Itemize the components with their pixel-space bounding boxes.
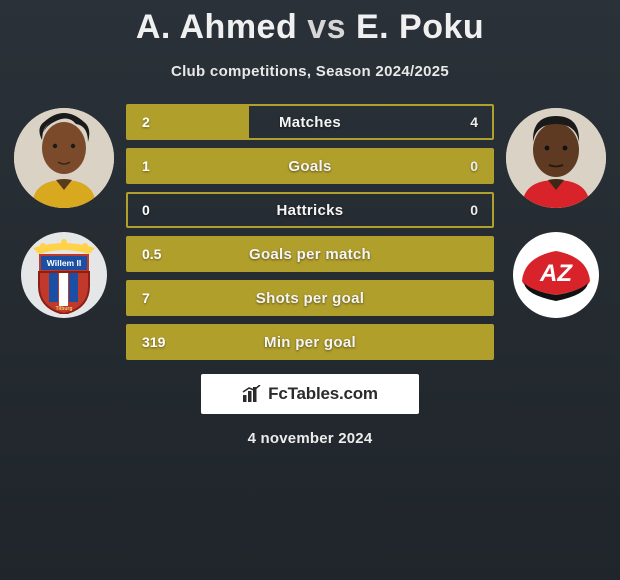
- metric-value-left: 0.5: [142, 246, 176, 262]
- metric-value-left: 0: [142, 202, 176, 218]
- page-title: A. Ahmed vs E. Poku: [0, 0, 620, 47]
- metric-row: 2 Matches 4: [126, 104, 494, 140]
- left-side-column: Willem II Tilburg: [8, 104, 120, 318]
- player-right-avatar: [506, 108, 606, 208]
- branding-badge[interactable]: FcTables.com: [201, 374, 419, 414]
- metric-label: Matches: [279, 114, 341, 131]
- metric-value-left: 1: [142, 158, 176, 174]
- face-shape: [533, 123, 579, 177]
- az-text: AZ: [539, 260, 573, 287]
- metric-value-left: 319: [142, 334, 176, 350]
- metric-label: Hattricks: [277, 202, 344, 219]
- crown-ball-3: [82, 243, 88, 249]
- crown-ball-2: [61, 239, 67, 245]
- crest-club-name: Willem II: [47, 258, 81, 268]
- metric-label: Goals: [288, 158, 331, 175]
- player-left-name: A. Ahmed: [136, 8, 297, 46]
- eye-left: [53, 144, 57, 148]
- crown-ball-1: [40, 243, 46, 249]
- player-left-avatar: [14, 108, 114, 208]
- right-side-column: AZ: [500, 104, 612, 318]
- metric-row-content: 7 Shots per goal: [128, 290, 492, 306]
- metric-value-right: 0: [444, 202, 478, 218]
- comparison-content: Willem II Tilburg 2 Matches 4 1 Goals 0 0 Hattr…: [0, 104, 620, 360]
- metric-row-content: 0.5 Goals per match: [128, 246, 492, 262]
- metric-row-content: 319 Min per goal: [128, 334, 492, 350]
- metric-value-left: 7: [142, 290, 176, 306]
- metric-bars: 2 Matches 4 1 Goals 0 0 Hattricks 0 0.5 Goals per …: [120, 104, 500, 360]
- eye-right: [71, 144, 75, 148]
- stripe-1: [49, 272, 58, 302]
- eye-left: [545, 146, 550, 151]
- club-left-logo: Willem II Tilburg: [21, 232, 107, 318]
- metric-value-left: 2: [142, 114, 176, 130]
- player-left-avatar-svg: [14, 108, 114, 208]
- vs-label: vs: [307, 8, 346, 46]
- metric-row: 319 Min per goal: [126, 324, 494, 360]
- metric-row: 0 Hattricks 0: [126, 192, 494, 228]
- metric-label: Shots per goal: [256, 290, 364, 307]
- metric-label: Min per goal: [264, 334, 356, 351]
- metric-row-content: 1 Goals 0: [128, 158, 492, 174]
- player-right-name: E. Poku: [356, 8, 484, 46]
- willem-crest: Willem II Tilburg: [29, 236, 99, 314]
- az-crest: AZ: [513, 232, 599, 318]
- metric-value-right: 4: [444, 114, 478, 130]
- bars-icon: [242, 385, 262, 403]
- face-shape: [42, 122, 86, 174]
- footer-date: 4 november 2024: [0, 430, 620, 447]
- metric-value-right: 0: [444, 158, 478, 174]
- crest-subtext: Tilburg: [56, 306, 73, 312]
- eye-right: [563, 146, 568, 151]
- metric-row: 1 Goals 0: [126, 148, 494, 184]
- player-right-avatar-svg: [506, 108, 606, 208]
- stripe-3: [69, 272, 78, 302]
- metric-row-content: 0 Hattricks 0: [128, 202, 492, 218]
- stripe-2: [59, 272, 68, 306]
- metric-label: Goals per match: [249, 246, 371, 263]
- metric-row: 0.5 Goals per match: [126, 236, 494, 272]
- metric-row: 7 Shots per goal: [126, 280, 494, 316]
- branding-text: FcTables.com: [268, 384, 378, 404]
- metric-row-content: 2 Matches 4: [128, 114, 492, 130]
- subtitle: Club competitions, Season 2024/2025: [0, 63, 620, 80]
- club-right-logo: AZ: [513, 232, 599, 318]
